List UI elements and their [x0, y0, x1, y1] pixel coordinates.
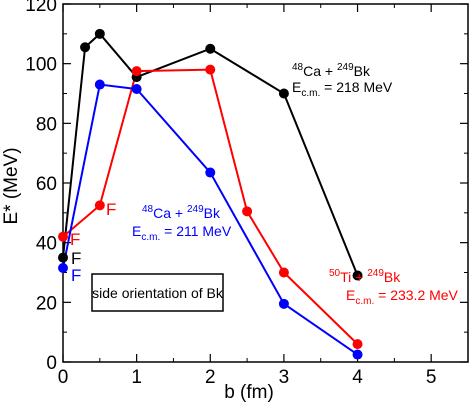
x-tick-label: 0 [58, 367, 69, 388]
axes: 0 1 2 3 4 5 0 20 40 60 80 100 120 [25, 0, 469, 388]
annotation-box [91, 273, 224, 312]
x-tick-label: 1 [131, 367, 142, 388]
x-tick-label: 4 [352, 367, 363, 388]
flag-label: F [70, 230, 80, 249]
series-point-1 [94, 200, 105, 211]
series-point-1 [58, 231, 68, 242]
series-point-0 [352, 270, 363, 281]
y-tick-label: 40 [36, 234, 57, 255]
series-point-0 [278, 88, 289, 99]
series-point-0 [80, 42, 91, 53]
blue-label-energy: Ec.m. = 211 MeV [132, 223, 232, 243]
y-tick-label: 60 [36, 174, 57, 195]
x-axis-title: b (fm) [224, 382, 274, 403]
blue-label-reaction: 48Ca + 249Bk [142, 204, 221, 221]
y-axis-title: E* (MeV) [1, 147, 22, 224]
red-label-reaction: 50Ti + 249Bk [329, 268, 401, 285]
flag-label: F [71, 266, 81, 285]
series-point-2 [131, 84, 142, 95]
flag-label: F [71, 249, 81, 268]
series-point-2 [94, 79, 105, 90]
series-point-1 [352, 339, 363, 350]
y-tick-label: 0 [46, 353, 57, 374]
series-point-0 [58, 252, 68, 263]
x-tick-label: 2 [205, 367, 216, 388]
series-group [58, 28, 363, 360]
series-point-1 [205, 64, 216, 75]
y-tick-label: 80 [36, 114, 57, 135]
flag-label: F [106, 200, 116, 219]
series-point-0 [94, 28, 105, 39]
series-point-1 [242, 206, 253, 217]
series-point-1 [278, 267, 289, 278]
series-point-2 [205, 167, 216, 178]
series-point-1 [131, 66, 142, 77]
series-point-0 [205, 43, 216, 54]
series-point-2 [58, 263, 68, 274]
series-line-2 [62, 83, 359, 356]
y-tick-label: 120 [25, 0, 57, 16]
annotation-text: side orientation of Bk [92, 285, 224, 301]
x-tick-label: 3 [279, 367, 290, 388]
black-label-reaction: 48Ca + 249Bk [292, 62, 371, 79]
y-tick-label: 20 [36, 293, 57, 314]
x-tick-label: 5 [426, 367, 437, 388]
black-label-energy: Ec.m. = 218 MeV [292, 79, 393, 99]
series-point-2 [352, 349, 363, 360]
red-label-energy: Ec.m. = 233.2 MeV [346, 287, 459, 307]
series-point-2 [278, 298, 289, 309]
y-tick-label: 100 [25, 55, 57, 76]
